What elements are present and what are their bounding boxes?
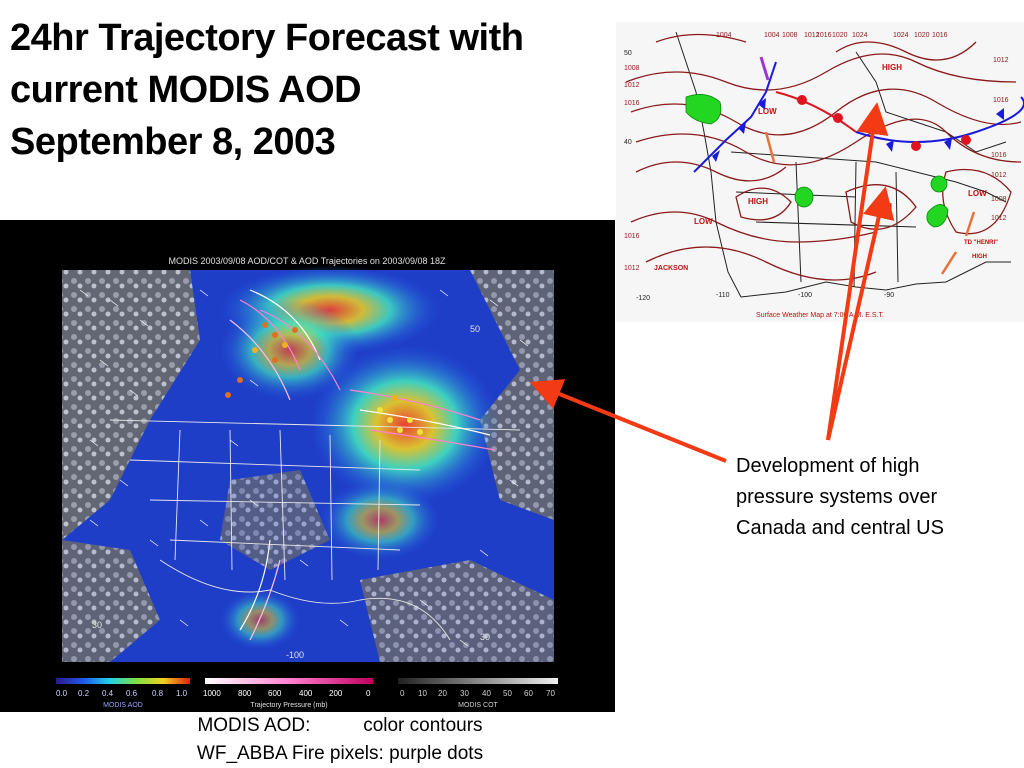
lat-label: 30 <box>92 620 102 630</box>
pressure-label: 1012 <box>991 172 1007 179</box>
pressure-label: 1020 <box>832 32 848 39</box>
precip-areas <box>685 94 949 228</box>
pressure-label: 1012 <box>804 32 820 39</box>
pressure-label: 1016 <box>624 233 640 240</box>
trajectories <box>229 289 496 641</box>
aod-tick: 0.8 <box>152 689 164 698</box>
cot-tick: 50 <box>503 689 512 698</box>
weather-map-caption: Surface Weather Map at 7:00 A.M. E.S.T. <box>756 312 884 319</box>
cot-tick: 70 <box>546 689 555 698</box>
colorbar-name: MODIS COT <box>458 702 498 709</box>
system-label: LOW <box>694 217 713 226</box>
lon-label: -100 <box>286 650 304 660</box>
pressure-label: 1008 <box>624 65 640 72</box>
aod-tick: 0.0 <box>56 689 68 698</box>
state-borders <box>109 419 521 641</box>
cloud-regions <box>62 270 554 662</box>
pressure-tick: 600 <box>268 689 282 698</box>
lat-label: 50 <box>470 324 480 334</box>
colorbar-trajectory-pressure: 1000 800 600 400 200 0 Trajectory Pressu… <box>203 678 373 709</box>
pressure-tick: 0 <box>366 689 371 698</box>
pressure-label: 1012 <box>993 57 1009 64</box>
weather-map-drawing: 1004 1004 1008 1012 1016 1020 1024 1024 … <box>616 22 1024 322</box>
lat-label: 30 <box>480 632 490 642</box>
cot-tick: 20 <box>438 689 447 698</box>
cot-tick: 0 <box>400 689 405 698</box>
pressure-tick: 200 <box>329 689 343 698</box>
annotation-line: Canada and central US <box>736 517 944 539</box>
aod-tick: 0.2 <box>78 689 90 698</box>
fire-pixels <box>225 322 423 435</box>
lon-label: -100 <box>798 292 812 299</box>
system-label: HIGH <box>972 254 987 260</box>
pressure-label: 1004 <box>716 32 732 39</box>
cot-tick: 60 <box>524 689 533 698</box>
aod-tick: 0.6 <box>126 689 138 698</box>
caption-line: MODIS AOD: color contours <box>197 715 483 736</box>
system-label: TD "HENRI" <box>964 240 998 246</box>
system-label: JACKSON <box>654 265 688 272</box>
wind-vectors <box>79 289 529 647</box>
pressure-label: 1020 <box>914 32 930 39</box>
pressure-tick: 800 <box>238 689 252 698</box>
pressure-label: 1004 <box>764 32 780 39</box>
aod-tick: 0.4 <box>102 689 114 698</box>
title-line: September 8, 2003 <box>10 121 336 163</box>
trajectory-marks <box>764 131 976 275</box>
figure-caption: MODIS AOD: color contours WF_ABBA Fire p… <box>0 712 680 768</box>
pressure-label: 1012 <box>624 82 640 89</box>
pressure-label: 1024 <box>852 32 868 39</box>
pressure-label: 1016 <box>993 97 1009 104</box>
slide-title: 24hr Trajectory Forecast with current MO… <box>10 12 600 168</box>
pressure-label: 1012 <box>624 265 640 272</box>
map-grid-labels: 50 40 -120 -110 -100 -90 <box>624 50 894 302</box>
satellite-grid-labels: 50 30 30 -100 <box>92 324 490 660</box>
colorbar-name: MODIS AOD <box>103 702 143 709</box>
pressure-label: 1016 <box>932 32 948 39</box>
system-label: HIGH <box>872 202 892 211</box>
pressure-label: 1012 <box>991 215 1007 222</box>
title-line: 24hr Trajectory Forecast with <box>10 17 524 59</box>
surface-weather-map: 1004 1004 1008 1012 1016 1020 1024 1024 … <box>616 22 1024 322</box>
pressure-label: 1016 <box>991 152 1007 159</box>
satellite-drawing: MODIS 2003/09/08 AOD/COT & AOD Trajector… <box>56 256 558 709</box>
aod-tick: 1.0 <box>176 689 188 698</box>
modis-satellite-panel: MODIS 2003/09/08 AOD/COT & AOD Trajector… <box>0 220 615 712</box>
lon-label: -110 <box>716 292 730 299</box>
cot-tick: 40 <box>482 689 491 698</box>
system-label: LOW <box>758 107 777 116</box>
satellite-title: MODIS 2003/09/08 AOD/COT & AOD Trajector… <box>169 256 446 266</box>
pressure-labels: 1004 1004 1008 1012 1016 1020 1024 1024 … <box>624 32 1009 272</box>
colorbar-name: Trajectory Pressure (mb) <box>250 702 327 709</box>
system-label: LOW <box>968 189 987 198</box>
system-label: HIGH <box>882 63 902 72</box>
caption-line: WF_ABBA Fire pixels: purple dots <box>196 743 484 764</box>
pressure-label: 1008 <box>991 196 1007 203</box>
cot-tick: 30 <box>460 689 469 698</box>
annotation-line: Development of high <box>736 455 920 477</box>
pressure-label: 1024 <box>893 32 909 39</box>
occluded-front <box>759 56 770 81</box>
cot-tick: 10 <box>418 689 427 698</box>
annotation-line: pressure systems over <box>736 486 938 508</box>
lat-label: 40 <box>624 139 632 146</box>
colorbar-aod: 0.0 0.2 0.4 0.6 0.8 1.0 MODIS AOD <box>56 678 190 709</box>
lon-label: -120 <box>636 295 650 302</box>
system-label: HIGH <box>748 197 768 206</box>
annotation-text: Development of high pressure systems ove… <box>736 451 1006 544</box>
pressure-label: 1008 <box>782 32 798 39</box>
pressure-label: 1016 <box>624 100 640 107</box>
cold-front <box>693 61 1024 173</box>
lon-label: -90 <box>884 292 894 299</box>
pressure-tick: 400 <box>299 689 313 698</box>
colorbar-cot: 0 10 20 30 40 50 60 70 MODIS COT <box>398 678 558 709</box>
pressure-tick: 1000 <box>203 689 221 698</box>
pressure-label: 1016 <box>816 32 832 39</box>
title-line: current MODIS AOD <box>10 69 362 111</box>
lat-label: 50 <box>624 50 632 57</box>
